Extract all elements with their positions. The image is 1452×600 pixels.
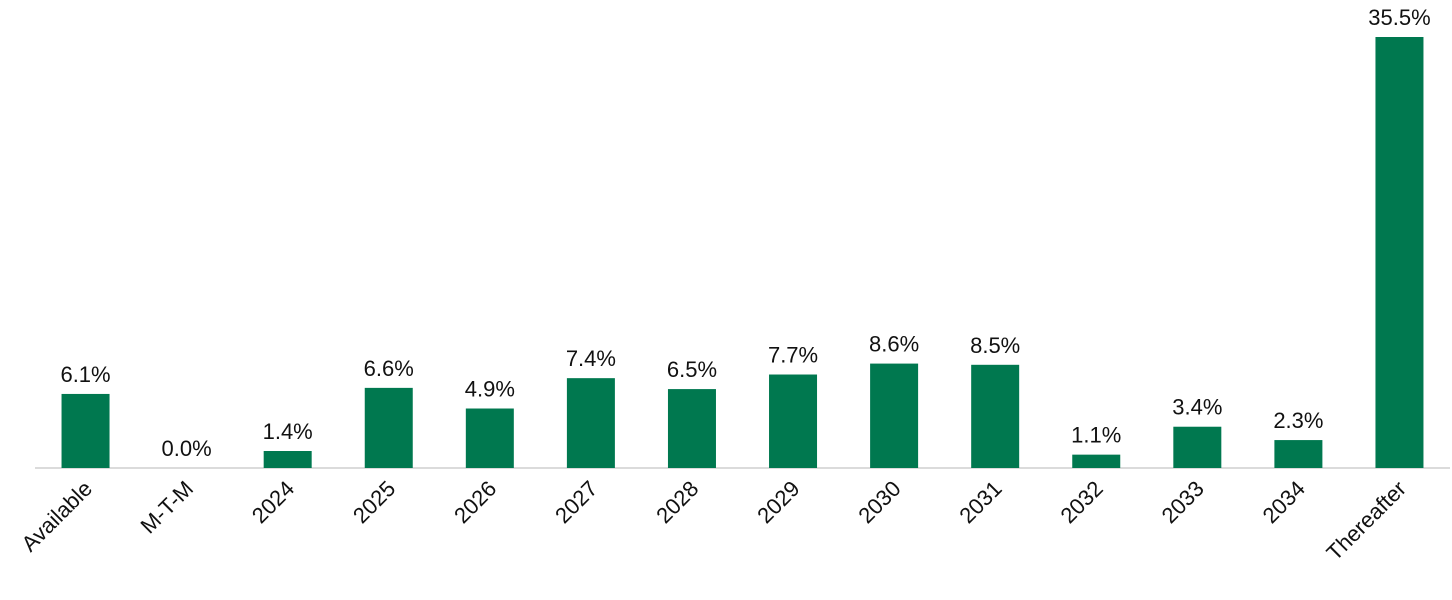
value-label: 7.7% <box>768 343 818 368</box>
bar <box>1274 440 1323 468</box>
value-label: 1.1% <box>1071 423 1121 448</box>
bar <box>769 374 818 468</box>
value-label: 4.9% <box>465 377 515 402</box>
value-label: 0.0% <box>162 436 212 461</box>
value-label: 2.3% <box>1273 408 1323 433</box>
value-label: 7.4% <box>566 346 616 371</box>
bar <box>971 364 1020 468</box>
x-tick-label: Available <box>17 476 98 557</box>
value-label: 8.5% <box>970 333 1020 358</box>
x-tick-label: 2026 <box>449 476 501 528</box>
x-tick-label: 2028 <box>651 476 703 528</box>
bar <box>1173 426 1222 468</box>
x-tick-label: 2024 <box>247 476 299 528</box>
x-tick-label: 2033 <box>1157 476 1209 528</box>
value-label: 3.4% <box>1172 395 1222 420</box>
value-label: 6.1% <box>60 362 110 387</box>
value-label: 6.5% <box>667 357 717 382</box>
bar <box>263 451 312 468</box>
x-tick-label: M-T-M <box>136 476 199 539</box>
x-tick-label: 2034 <box>1258 476 1310 528</box>
bar <box>870 363 919 468</box>
x-tick-label: 2029 <box>752 476 804 528</box>
bar <box>465 408 514 468</box>
value-label: 1.4% <box>263 419 313 444</box>
x-tick-label: 2031 <box>954 476 1006 528</box>
x-tick-label: 2032 <box>1055 476 1107 528</box>
value-label: 6.6% <box>364 356 414 381</box>
bar <box>1072 454 1121 468</box>
x-tick-label: 2025 <box>348 476 400 528</box>
bar <box>61 393 110 468</box>
bar <box>364 387 413 468</box>
x-tick-label: Thereafter <box>1322 476 1411 565</box>
value-label: 35.5% <box>1368 5 1430 30</box>
x-tick-label: 2027 <box>550 476 602 528</box>
x-tick-label: 2030 <box>853 476 905 528</box>
value-label: 8.6% <box>869 332 919 357</box>
bar <box>1375 37 1424 468</box>
bar <box>566 378 615 468</box>
bar <box>667 389 716 468</box>
